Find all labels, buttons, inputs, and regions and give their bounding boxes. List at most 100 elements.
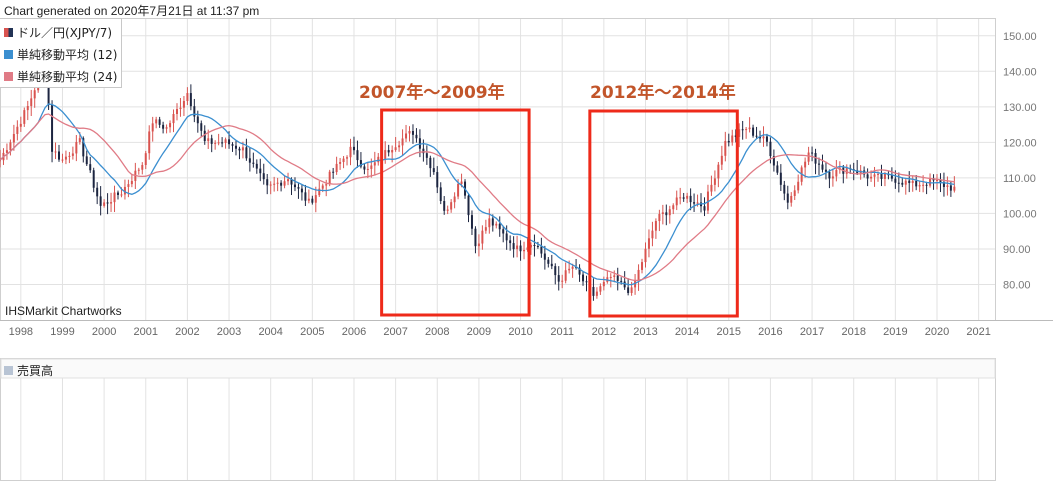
candle-body (502, 229, 505, 234)
candle-body (616, 275, 619, 281)
candle-body (155, 119, 158, 124)
candle-body (759, 136, 762, 139)
candle-body (634, 280, 637, 288)
candle-body (647, 238, 650, 249)
candle-body (748, 127, 751, 130)
candle-body (727, 140, 730, 143)
candle-body (238, 148, 241, 151)
candle-body (949, 185, 952, 191)
candle-body (415, 134, 418, 139)
candle-body (321, 185, 324, 189)
candle-body (234, 145, 237, 149)
x-tick-label: 2021 (966, 326, 990, 338)
legend-item-price[interactable]: ドル／円(XJPY/7) (4, 21, 121, 43)
candle-body (689, 195, 692, 203)
candle-body (682, 197, 685, 199)
candle-body (75, 142, 78, 154)
candle-body (137, 169, 140, 171)
candle-body (602, 281, 605, 287)
candle-body (245, 147, 248, 159)
x-tick-label: 2013 (633, 326, 657, 338)
candle-body (797, 181, 800, 191)
candle-body (127, 184, 130, 187)
candle-body (568, 268, 571, 271)
candle-body (328, 171, 331, 185)
candle-body (752, 127, 755, 136)
x-tick-label: 2017 (800, 326, 824, 338)
candle-body (443, 201, 446, 211)
candle-body (269, 184, 272, 186)
candle-body (165, 127, 168, 129)
candle-body (113, 192, 116, 203)
candle-body (526, 247, 529, 250)
y-tick-label: 100.00 (1003, 208, 1037, 220)
candle-body (877, 173, 880, 175)
candle-body (824, 169, 827, 172)
candle-body (106, 202, 109, 204)
candle-body (554, 266, 557, 276)
candle-body (835, 169, 838, 177)
legend-item-ma24[interactable]: 単純移動平均 (24) (4, 65, 121, 87)
candle-body (307, 198, 310, 201)
candle-body (644, 248, 647, 263)
candle-body (734, 135, 737, 137)
highlight-box (588, 109, 739, 318)
candle-body (873, 174, 876, 177)
candle-body (68, 155, 71, 157)
candle-body (144, 153, 147, 166)
candle-body (318, 188, 321, 196)
candle-body (613, 275, 616, 277)
candle-body (172, 113, 175, 124)
candle-body (519, 245, 522, 252)
candle-body (911, 180, 914, 184)
x-tick-label: 2009 (467, 326, 491, 338)
y-tick-label: 140.00 (1003, 66, 1037, 78)
candle-body (224, 139, 227, 143)
candle-body (429, 157, 432, 169)
candle-body (196, 116, 199, 124)
candle-body (193, 106, 196, 117)
candle-body (488, 218, 491, 228)
candle-body (110, 202, 113, 204)
candle-body (915, 180, 918, 187)
y-axis: 150.00 140.00 130.00 120.00 110.00 100.00 90.0… (1003, 31, 1037, 292)
candle-body (533, 244, 536, 247)
candle-body (311, 198, 314, 203)
candle-body (23, 110, 26, 124)
candle-body (287, 179, 290, 182)
x-tick-label: 1999 (50, 326, 74, 338)
candle-body (57, 151, 60, 160)
candle-body (293, 184, 296, 188)
candle-body (880, 173, 883, 179)
candle-body (453, 196, 456, 203)
candle-body (890, 175, 893, 179)
candle-body (745, 129, 748, 131)
candle-body (200, 123, 203, 131)
x-axis: 1998 1999 2000 2001 2002 2003 2004 2005 2006 2007… (9, 326, 991, 338)
candle-body (922, 184, 925, 186)
x-tick-label: 2005 (300, 326, 324, 338)
candle-body (786, 193, 789, 203)
candle-body (349, 146, 352, 158)
annotation-label-2012-2014: 2012年～2014年 (590, 83, 736, 103)
candle-body (741, 129, 744, 131)
candle-body (599, 286, 602, 292)
candle-body (103, 202, 106, 206)
legend-label: 単純移動平均 (24) (17, 69, 118, 84)
y-tick-label: 90.00 (1003, 244, 1031, 256)
legend-item-ma12[interactable]: 単純移動平均 (12) (4, 43, 121, 65)
candle-body (446, 209, 449, 211)
candle-body (217, 142, 220, 144)
candle-body (241, 147, 244, 151)
candle-body (866, 174, 869, 179)
candle-body (71, 153, 74, 156)
candle-body (762, 136, 765, 139)
line-swatch-icon (4, 49, 13, 59)
candle-body (401, 138, 404, 146)
candle-body (484, 227, 487, 231)
candle-body (203, 130, 206, 142)
highlight-boxes (380, 108, 739, 318)
moving-average-series (0, 103, 955, 286)
candle-body (509, 240, 512, 244)
